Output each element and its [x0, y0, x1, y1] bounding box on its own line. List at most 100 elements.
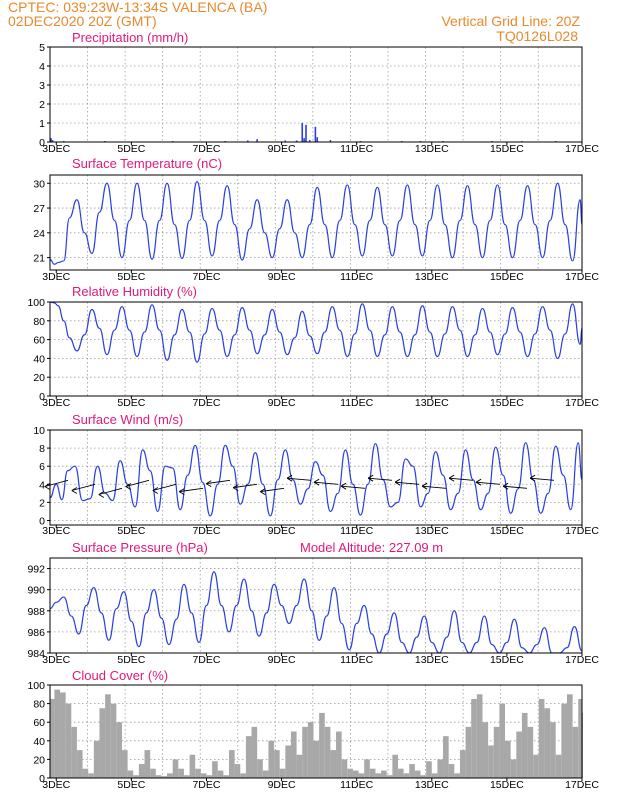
rh-xtick-label: 7DEC	[192, 397, 220, 409]
cloud-bar	[516, 731, 522, 778]
wind-arrow	[179, 487, 204, 493]
cloud-bar	[223, 775, 230, 778]
cloud-ytick-label: 80	[33, 699, 45, 711]
temp-xtick-label: 7DEC	[192, 271, 220, 283]
pressure-ytick-label: 988	[27, 606, 45, 618]
cloud-bar	[262, 770, 269, 778]
temp-ytick-label: 21	[33, 253, 45, 265]
cloud-ytick-label: 40	[33, 736, 45, 748]
cloud-bar	[268, 740, 275, 778]
cloud-bar	[431, 773, 438, 778]
wind-xtick-label: 15DEC	[490, 525, 524, 537]
cloud-bar	[167, 773, 173, 778]
precip-bar	[303, 138, 305, 142]
cloud-xtick-label: 17DEC	[565, 779, 599, 791]
rh-ytick-label: 100	[27, 297, 45, 309]
cloud-bar	[324, 726, 331, 778]
cloud-bar	[336, 731, 342, 778]
cloud-bar	[189, 754, 196, 778]
wind-arrowhead	[125, 483, 132, 490]
wind-arrow	[233, 483, 258, 489]
wind-xtick-label: 3DEC	[42, 525, 70, 537]
wind-arrowhead	[44, 483, 51, 490]
cloud-bar	[505, 740, 511, 778]
cloud-bar	[290, 731, 297, 778]
cloud-bar	[161, 776, 168, 778]
cloud-bar	[386, 775, 393, 778]
wind-arrowhead	[179, 488, 185, 496]
precip-xtick-label: 15DEC	[490, 143, 524, 155]
cloud-bar	[178, 768, 184, 778]
rh-title: Relative Humidity (%)	[72, 284, 197, 299]
cloud-ytick-label: 100	[27, 680, 45, 692]
cloud-bar	[330, 750, 337, 778]
wind-arrowhead	[475, 478, 482, 486]
rh-series-line	[50, 302, 582, 363]
precip-bar	[256, 139, 258, 142]
rh-ytick-label: 20	[33, 372, 45, 384]
pressure-xtick-label: 13DEC	[415, 654, 449, 666]
pressure-xtick-label: 3DEC	[42, 654, 70, 666]
precip-title: Precipitation (mm/h)	[72, 30, 188, 45]
cloud-bar	[285, 745, 291, 778]
wind-ytick-label: 0	[39, 515, 45, 527]
pressure-ytick-label: 990	[27, 585, 45, 597]
cloud-xtick-label: 13DEC	[415, 779, 449, 791]
cloud-xtick-label: 7DEC	[192, 779, 220, 791]
temp-xtick-label: 5DEC	[117, 271, 145, 283]
cloud-bar	[76, 750, 83, 778]
cloud-bar	[172, 759, 179, 778]
wind-arrow	[476, 481, 501, 485]
cloud-bar	[482, 722, 489, 778]
wind-arrow	[125, 479, 150, 487]
wind-ytick-label: 2	[39, 497, 45, 509]
precip-ytick-label: 2	[39, 99, 45, 111]
cloud-xtick-label: 3DEC	[42, 779, 70, 791]
wind-arrow	[368, 477, 393, 481]
cloud-bar	[240, 773, 246, 778]
cloud-bar	[454, 773, 460, 778]
cloud-bar	[572, 726, 579, 778]
wind-arrowhead	[233, 484, 239, 492]
wind-xtick-label: 9DEC	[268, 525, 296, 537]
pressure-frame	[49, 557, 583, 654]
header-station: CPTEC: 039:23W-13:34S VALENCA (BA)	[8, 0, 267, 15]
cloud-bar	[82, 768, 89, 778]
cloud-bar	[471, 698, 477, 778]
cloud-bar	[279, 768, 286, 778]
cloud-frame	[49, 684, 583, 779]
cloud-bar	[144, 750, 151, 778]
pressure-xtick-label: 15DEC	[490, 654, 524, 666]
cloud-bar	[527, 726, 534, 778]
cloud-bar	[212, 761, 218, 778]
cloud-xtick-label: 9DEC	[268, 779, 296, 791]
wind-frame	[49, 429, 583, 526]
wind-arrow	[152, 483, 177, 491]
cloud-bar	[88, 773, 94, 778]
pressure-xtick-label: 5DEC	[117, 654, 145, 666]
wind-arrow	[260, 487, 285, 493]
pressure-title: Surface Pressure (hPa)	[72, 540, 208, 555]
wind-arrowhead	[206, 480, 212, 488]
cloud-bar	[93, 740, 100, 778]
pressure-ytick-label: 992	[27, 564, 45, 576]
cloud-bar	[49, 698, 55, 778]
precip-ytick-label: 5	[39, 42, 45, 54]
pressure-panel: 984 986 988 990 992 3DEC 5DEC 7DEC 9DEC 11DEC 13DE…	[27, 557, 599, 666]
wind-arrowhead	[340, 482, 347, 490]
wind-series-line	[50, 442, 582, 517]
cloud-bar	[60, 692, 66, 778]
wind-arrowhead	[448, 474, 455, 482]
temp-xtick-label: 3DEC	[42, 271, 70, 283]
precip-ytick-label: 0	[39, 137, 45, 149]
cloud-bar	[110, 703, 117, 778]
rh-ytick-label: 0	[39, 391, 45, 403]
cloud-bar	[195, 768, 201, 778]
wind-arrow	[98, 487, 123, 495]
pressure-xtick-label: 11DEC	[340, 654, 373, 666]
cloud-bar	[493, 726, 500, 778]
cloud-bar	[206, 775, 213, 778]
header-run-time: 02DEC2020 20Z (GMT)	[8, 13, 157, 29]
temp-panel: 21 24 27 30 3DEC 5DEC 7DEC 9DEC 11DEC 13DEC 15DEC 1…	[33, 174, 599, 283]
